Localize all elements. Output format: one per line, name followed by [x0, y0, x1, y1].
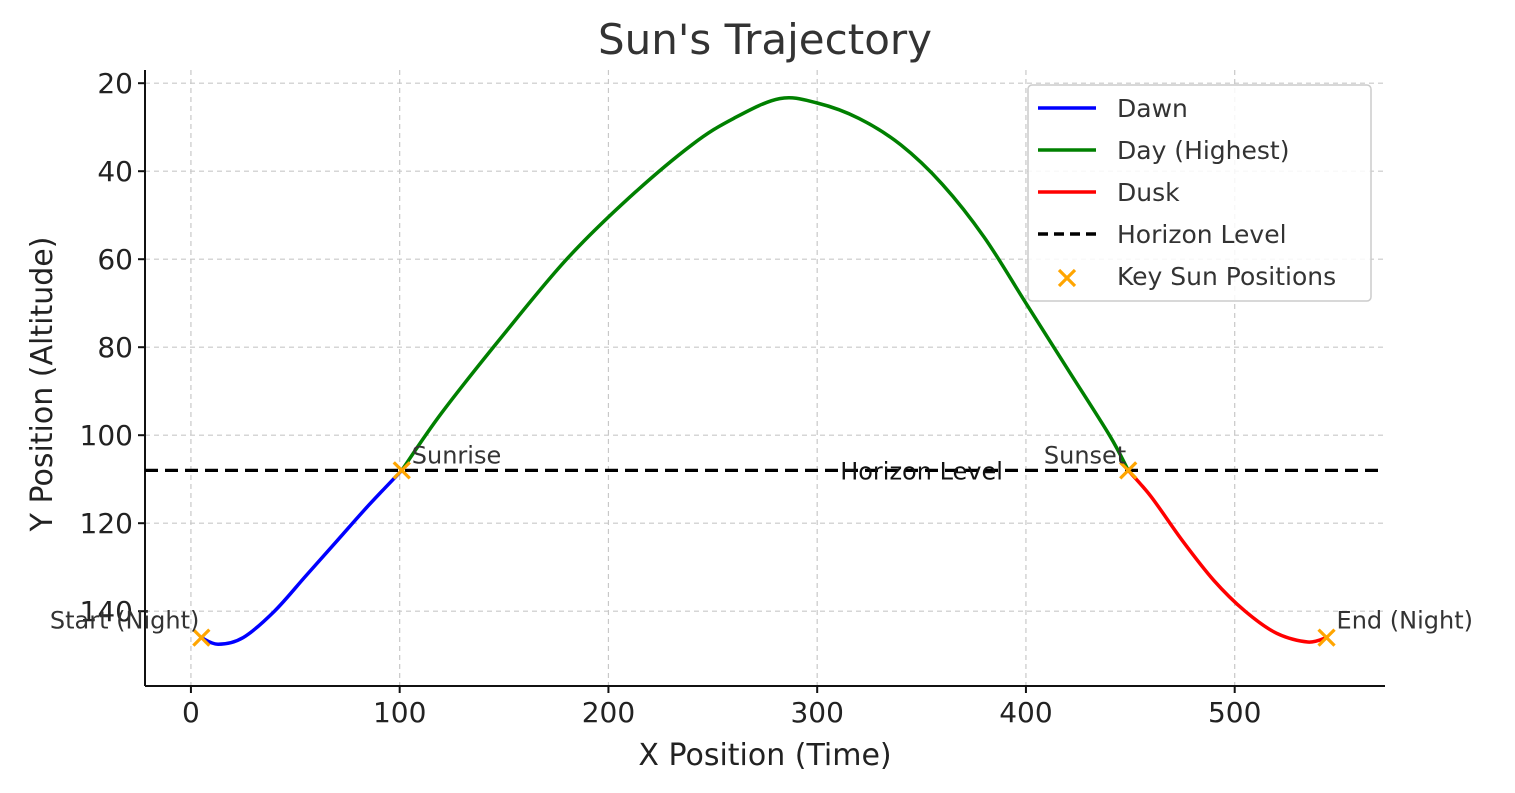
legend-entry: Dawn	[1038, 94, 1188, 123]
key-sun-position-marker	[1317, 628, 1336, 647]
y-tick-label: 40	[97, 155, 133, 188]
y-tick-label: 120	[80, 507, 133, 540]
y-tick-label: 140	[80, 595, 133, 628]
legend-label: Key Sun Positions	[1117, 262, 1336, 291]
x-tick-label: 100	[373, 696, 426, 729]
marker-stroke	[1119, 461, 1138, 480]
marker-stroke	[1057, 268, 1077, 288]
dusk-curve	[1126, 468, 1329, 644]
legend-entry: Dusk	[1038, 178, 1180, 207]
marker-stroke	[392, 461, 411, 480]
x-tick-label: 500	[1208, 696, 1261, 729]
legend-box	[1027, 84, 1372, 302]
x-tick-label: 0	[182, 696, 200, 729]
x-tick-label: 400	[999, 696, 1052, 729]
key-sun-position-marker	[1119, 461, 1138, 480]
y-axis-label: Y Position (Altitude)	[25, 237, 60, 533]
annotation-sunrise: Sunrise	[412, 441, 501, 469]
legend-label: Day (Highest)	[1117, 136, 1290, 165]
annotation-start-night: Start (Night)	[50, 607, 199, 635]
grid-layer	[145, 70, 1385, 686]
annotation-horizon-level: Horizon Level	[840, 457, 1003, 485]
marker-layer	[192, 461, 1336, 647]
annotation-sunset: Sunset	[1044, 441, 1126, 469]
annotation-layer: Start (Night) Sunrise Sunset End (Night) Hor…	[50, 441, 1473, 634]
annotation-end-night: End (Night)	[1337, 607, 1473, 635]
day-highest-curve	[400, 95, 1130, 473]
legend-entry: Key Sun Positions	[1057, 262, 1336, 291]
y-tick-label: 80	[97, 331, 133, 364]
x-tick-label: 300	[790, 696, 843, 729]
legend-entry: Horizon Level	[1038, 220, 1287, 249]
marker-stroke	[192, 628, 211, 647]
key-sun-position-marker	[392, 461, 411, 480]
legend-label: Horizon Level	[1117, 220, 1287, 249]
y-tick-label: 100	[80, 419, 133, 452]
series-layer	[145, 95, 1385, 646]
y-tick-label: 20	[97, 67, 133, 100]
key-sun-position-marker	[192, 628, 211, 647]
axes-layer: 0 100 200 300 400 500 20 40 60 80 100 120 140	[80, 67, 1385, 729]
legend-label: Dawn	[1117, 94, 1188, 123]
marker-stroke	[1317, 628, 1336, 647]
chart-title: Sun's Trajectory	[598, 15, 932, 64]
legend-label: Dusk	[1117, 178, 1180, 207]
legend-marker-icon	[1057, 268, 1077, 288]
x-axis-label: X Position (Time)	[638, 738, 891, 773]
x-tick-label: 200	[582, 696, 635, 729]
legend-entry: Day (Highest)	[1038, 136, 1290, 165]
y-tick-label: 60	[97, 243, 133, 276]
legend: Dawn Day (Highest) Dusk Horizon Level Key Su…	[1027, 84, 1372, 302]
dawn-curve	[199, 468, 404, 646]
